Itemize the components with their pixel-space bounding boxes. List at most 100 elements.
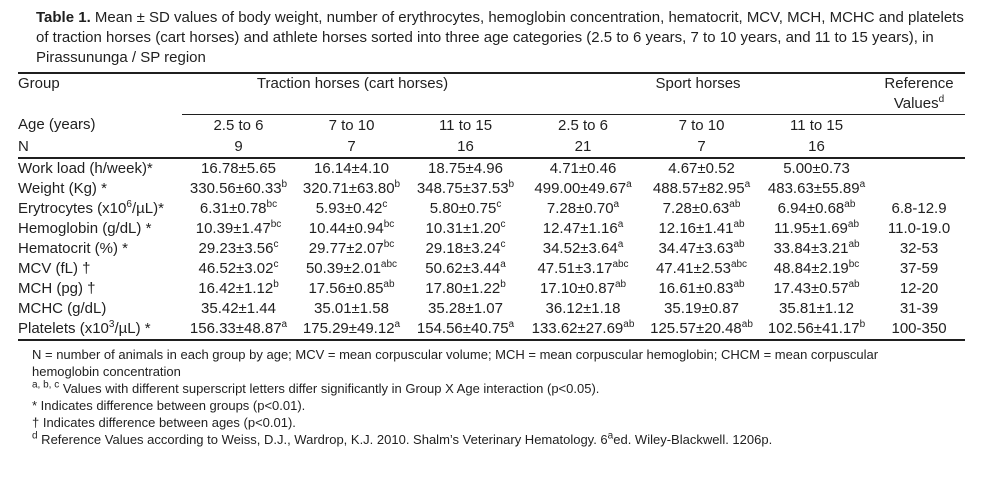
n-count-cell: 16 [408,136,524,159]
n-count-cell: 7 [643,136,761,159]
value-cell: 34.47±3.63ab [658,239,745,258]
value-cell: 483.63±55.89a [767,179,866,198]
value-cell: 48.84±2.19bc [773,259,860,278]
table-row: Work load (h/week)* 16.78±5.65 16.14±4.10 1… [18,158,965,179]
value-cell: 47.51±3.17abc [537,259,629,278]
value-cell: 7.28±0.63ab [662,199,741,218]
value-cell: 29.77±2.07bc [308,239,395,258]
footnotes: N = number of animals in each group by a… [32,346,937,448]
parameter-label: MCV (fL) † [18,260,91,277]
footnote: † Indicates difference between ages (p<0… [32,415,296,430]
reference-cell: 32-53 [899,240,939,257]
value-cell: 35.28±1.07 [428,300,503,317]
reference-cell: 100-350 [873,319,966,341]
value-cell: 175.29±49.12a [295,319,408,341]
n-count-cell: 7 [295,136,408,159]
table-row: MCHC (g/dL) 35.42±1.44 35.01±1.58 35.28±1.0… [18,299,965,319]
footnote: N = number of animals in each group by a… [32,347,879,379]
age-header-cell: 11 to 15 [789,116,844,134]
value-cell: 29.18±3.24c [425,239,506,258]
value-cell: 33.84±3.21ab [773,239,860,258]
reference-cell [873,179,965,199]
n-count-cell: 16 [760,136,874,159]
reference-values-header: Reference Valuesd [873,72,966,115]
parameter-label: Platelets (x103/µL) * [18,319,182,341]
footnote: * Indicates difference between groups (p… [32,398,306,413]
group-row-label: Group [18,72,182,115]
table-caption-label: Table 1. [36,9,91,26]
value-cell: 6.94±0.68ab [777,199,856,218]
value-cell: 16.14±4.10 [314,160,389,177]
age-header-cell: 2.5 to 6 [213,116,264,134]
reference-cell [873,158,965,179]
parameter-label: MCHC (g/dL) [18,300,107,317]
table-caption: Table 1. Mean ± SD values of body weight… [36,8,966,68]
value-cell: 36.12±1.18 [545,300,621,317]
value-cell: 46.52±3.02c [198,259,279,278]
value-cell: 102.56±41.17b [760,319,874,341]
value-cell: 16.61±0.83ab [658,279,745,298]
value-cell: 35.01±1.58 [314,300,389,317]
value-cell: 348.75±37.53b [416,179,515,198]
value-cell: 17.56±0.85ab [308,279,395,298]
value-cell: 17.43±0.57ab [773,279,860,298]
value-cell: 499.00±49.67a [534,179,632,198]
traction-horses-header: Traction horses (cart horses) [182,72,524,115]
table-row: Platelets (x103/µL) * 156.33±48.87a 175.29… [18,319,966,341]
table-caption-text: Mean ± SD values of body weight, number … [36,9,964,66]
value-cell: 320.71±63.80b [302,179,401,198]
reference-cell: 11.0-19.0 [887,220,951,237]
value-cell: 4.71±0.46 [549,160,617,177]
table-row: MCH (pg) † 16.42±1.12b 17.56±0.85ab 17.80±1… [18,279,965,299]
table-row: Erytrocytes (x106/µL)* 6.31±0.78bc 5.93±0.… [18,199,965,219]
value-cell: 330.56±60.33b [189,179,288,198]
n-header-row: N 9 7 16 21 7 16 [18,136,966,159]
sport-horses-header: Sport horses [523,72,874,115]
age-header-cell-reference-empty [873,115,965,137]
value-cell: 16.42±1.12b [198,279,279,298]
value-cell: 4.67±0.52 [668,160,735,177]
value-cell: 5.00±0.73 [783,160,850,177]
value-cell: 16.78±5.65 [201,160,276,177]
value-cell: 50.62±3.44a [425,259,506,278]
parameter-label: Weight (Kg) * [18,180,107,197]
value-cell: 10.44±0.94bc [308,219,395,238]
age-row-label: Age (years) [18,116,96,134]
value-cell: 5.93±0.42c [315,199,388,218]
reference-cell: 37-59 [899,260,939,277]
reference-cell: 6.8-12.9 [891,200,947,217]
value-cell: 11.95±1.69ab [774,219,860,238]
value-cell: 18.75±4.96 [428,160,503,177]
age-header-cell: 7 to 10 [328,116,375,134]
value-cell: 17.10±0.87ab [539,279,627,298]
value-cell: 488.57±82.95a [652,179,751,198]
value-cell: 7.28±0.70a [546,199,620,218]
value-cell: 29.23±3.56c [198,239,279,258]
value-cell: 50.39±2.01abc [305,259,398,278]
n-row-label: N [18,136,182,159]
table-row: Weight (Kg) * 330.56±60.33b 320.71±63.80b 3… [18,179,965,199]
value-cell: 17.80±1.22b [425,279,506,298]
age-header-cell: 7 to 10 [678,116,725,134]
value-cell: 6.31±0.78bc [199,199,278,218]
hematology-table: Group Traction horses (cart horses) Spor… [18,72,966,341]
n-count-cell: 21 [523,136,644,159]
parameter-label: Hemoglobin (g/dL) * [18,220,152,237]
parameter-label: Work load (h/week)* [18,160,153,177]
value-cell: 125.57±20.48ab [643,319,761,341]
value-cell: 34.52±3.64a [542,239,624,258]
value-cell: 35.42±1.44 [201,300,276,317]
parameter-label: MCH (pg) † [18,280,96,297]
value-cell: 12.16±1.41ab [658,219,745,238]
group-header-row: Group Traction horses (cart horses) Spor… [18,72,966,115]
footnote: a, b, c Values with different superscrip… [32,379,600,396]
n-count-cell-reference-empty [873,136,966,159]
value-cell: 12.47±1.16a [542,219,624,238]
value-cell: 154.56±40.75a [408,319,524,341]
reference-cell: 12-20 [899,280,939,297]
value-cell: 10.31±1.20c [425,219,506,238]
value-cell: 5.80±0.75c [429,199,502,218]
age-header-cell: 2.5 to 6 [557,116,609,134]
age-header-cell: 11 to 15 [438,116,493,134]
